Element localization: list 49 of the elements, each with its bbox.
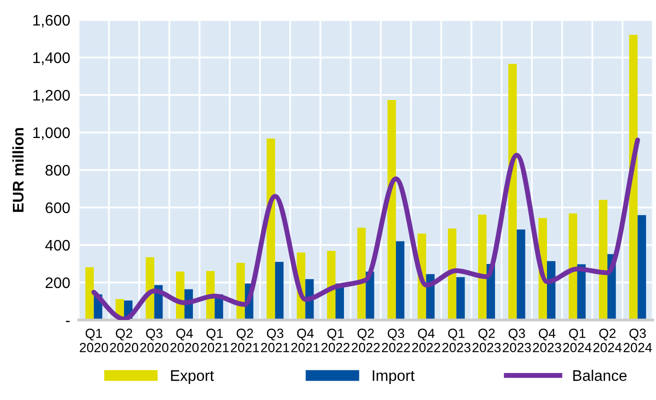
bar: [478, 214, 487, 320]
x-tick-label: Q1 2020: [80, 328, 108, 352]
bar: [396, 241, 404, 320]
x-tick-label: Q2 2023: [472, 328, 501, 352]
x-tick-label: Q1 2021: [200, 328, 229, 352]
y-tick-label: 600: [46, 202, 70, 214]
legend-label: Balance: [573, 370, 627, 381]
bar: [275, 262, 284, 320]
y-tick-label: 200: [46, 277, 70, 288]
x-tick-label: Q4 2023: [532, 328, 562, 352]
x-tick-label: Q3 2022: [382, 328, 410, 352]
bar: [568, 213, 578, 320]
x-tick-label: Q4 2022: [412, 328, 440, 352]
bar: [516, 229, 526, 320]
y-tick-label: -: [66, 320, 70, 322]
bar: [546, 261, 556, 320]
bar: [327, 250, 336, 320]
y-tick-label: 800: [46, 164, 70, 176]
bar: [456, 277, 465, 320]
y-axis-title: EUR million: [12, 128, 24, 212]
bar: [448, 228, 456, 320]
x-tick-label: Q2 2024: [593, 328, 622, 352]
bar: [508, 64, 517, 320]
x-tick-label: Q3 2024: [624, 328, 652, 352]
x-tick-label: Q1 2023: [442, 328, 470, 352]
y-tick-label: 1,200: [33, 90, 70, 102]
line-series: [91, 138, 640, 320]
x-tick-label: Q2 2022: [352, 328, 380, 352]
bar: [598, 200, 608, 320]
x-tick-label: Q1 2024: [563, 328, 592, 352]
bar: [85, 267, 94, 320]
legend-label: Import: [372, 370, 415, 384]
y-tick-label: 1,000: [33, 127, 70, 140]
legend-label: Export: [171, 370, 214, 384]
bar: [387, 100, 396, 320]
bar: [638, 215, 646, 320]
x-tick-label: Q4 2021: [291, 328, 320, 352]
y-tick-label: 1,600: [33, 14, 70, 28]
bar: [266, 138, 276, 320]
bar: [629, 34, 638, 320]
x-tick-label: Q1 2022: [322, 328, 350, 352]
y-tick-label: 1,400: [33, 52, 70, 65]
x-tick-label: Q2 2021: [230, 328, 259, 352]
x-tick-label: Q2 2020: [110, 328, 138, 352]
x-tick-label: Q3 2023: [502, 328, 531, 352]
x-tick-label: Q3 2021: [261, 328, 290, 352]
x-tick-label: Q3 2020: [140, 328, 168, 352]
x-tick-label: Q4 2020: [170, 328, 199, 352]
y-tick-label: 400: [45, 240, 70, 251]
